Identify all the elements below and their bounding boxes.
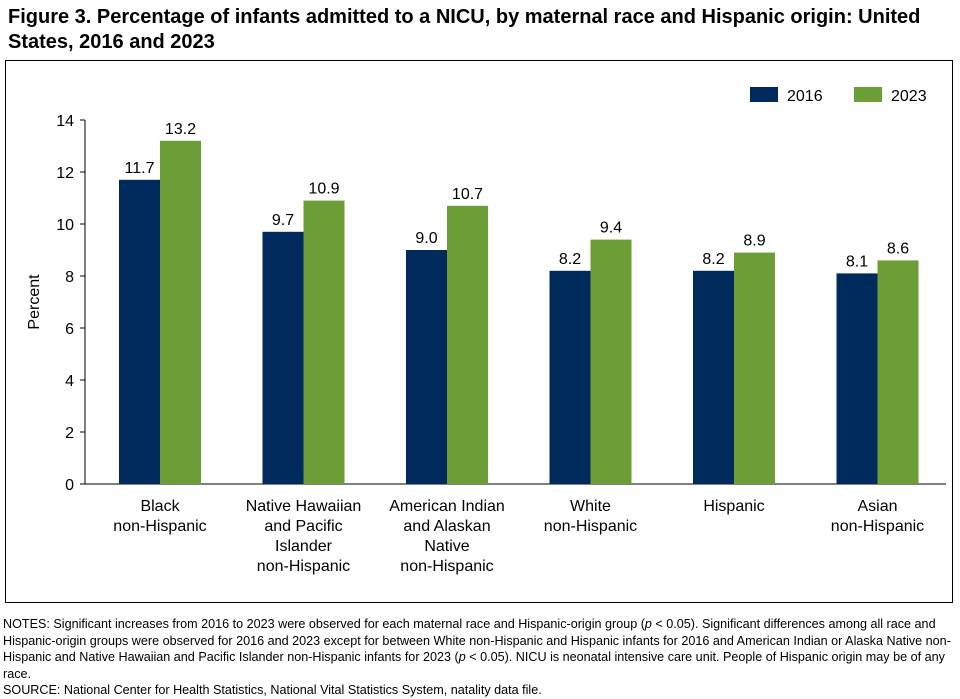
x-category-label: Black (140, 498, 180, 515)
data-label: 9.0 (415, 230, 437, 247)
bar-2016 (549, 270, 591, 484)
bar-2016 (262, 231, 304, 484)
data-label: 8.2 (702, 251, 724, 268)
figure-title: Figure 3. Percentage of infants admitted… (8, 6, 921, 53)
data-label: 9.7 (272, 212, 294, 229)
axes: 0 2 4 6 8 10 12 14 Percent (26, 113, 946, 494)
y-tick-label: 0 (65, 477, 74, 494)
notes-suffix: < 0.05). NICU is neonatal intensive care… (3, 650, 945, 681)
x-category-label: non-Hispanic (400, 558, 493, 575)
y-tick-label: 4 (65, 373, 74, 390)
legend-swatch-2023 (854, 87, 882, 102)
data-label: 8.1 (846, 253, 868, 270)
y-tick-label: 2 (65, 425, 74, 442)
x-category-label: Hispanic (703, 498, 764, 515)
data-label: 13.2 (165, 121, 196, 138)
data-label: 8.9 (743, 233, 765, 250)
y-tick-label: 10 (56, 217, 74, 234)
bar-chart: 0 2 4 6 8 10 12 14 Percent 11.7 13.2 9.7 10.9 9.0 10.… (26, 87, 946, 575)
bar-2023 (877, 260, 919, 484)
bar-2023 (590, 239, 632, 484)
y-tick-label: 12 (56, 165, 74, 182)
x-category-label: White (570, 498, 611, 515)
y-tick-label: 14 (56, 113, 74, 130)
p-value-letter: p (644, 617, 652, 631)
data-label: 8.6 (887, 240, 909, 257)
bars (119, 140, 919, 485)
category-labels: Black non-Hispanic Native Hawaiian and Paci… (113, 498, 924, 575)
bar-2023 (447, 205, 488, 485)
bar-2023 (160, 140, 201, 485)
notes-middle: < 0.05). Significant differences among a… (3, 617, 951, 664)
notes-prefix: NOTES: Significant increases from 2016 t… (3, 617, 645, 631)
bar-2016 (836, 273, 878, 484)
notes-section: NOTES: Significant increases from 2016 t… (3, 616, 958, 699)
bar-2016 (119, 179, 160, 485)
p-value-letter: p (458, 650, 466, 664)
bar-2016 (693, 270, 734, 484)
data-label: 10.9 (308, 181, 339, 198)
legend-label: 2016 (787, 88, 823, 105)
x-category-label: Native Hawaiian (246, 498, 362, 515)
source-text: SOURCE: National Center for Health Stati… (3, 683, 542, 697)
x-category-label: non-Hispanic (544, 518, 637, 535)
data-label: 11.7 (125, 160, 155, 177)
legend-swatch-2016 (750, 87, 778, 102)
legend: 2016 2023 (750, 87, 927, 105)
data-labels: 11.7 13.2 9.7 10.9 9.0 10.7 8.2 9.4 8.2 8.9 8.1 8.6 (125, 121, 910, 271)
data-label: 8.2 (559, 251, 581, 268)
data-label: 9.4 (600, 220, 622, 237)
x-category-label: non-Hispanic (257, 558, 350, 575)
data-label: 10.7 (452, 186, 483, 203)
y-tick-label: 6 (65, 321, 74, 338)
y-axis-label: Percent (26, 274, 43, 330)
bar-2023 (303, 200, 345, 484)
x-category-label: Islander (275, 538, 333, 555)
x-category-label: Asian (857, 498, 897, 515)
bar-2016 (406, 250, 447, 484)
x-category-label: non-Hispanic (831, 518, 924, 535)
x-category-label: and Pacific (264, 518, 342, 535)
y-tick-label: 8 (65, 269, 74, 286)
x-category-label: non-Hispanic (113, 518, 206, 535)
legend-label: 2023 (891, 88, 927, 105)
bar-2023 (734, 252, 775, 484)
x-category-label: Native (424, 538, 469, 555)
notes-text: NOTES: Significant increases from 2016 t… (3, 616, 958, 682)
x-category-label: and Alaskan (403, 518, 490, 535)
x-category-label: American Indian (389, 498, 505, 515)
chart-container: 0 2 4 6 8 10 12 14 Percent 11.7 13.2 9.7 10.9 9.0 10.… (5, 60, 953, 603)
